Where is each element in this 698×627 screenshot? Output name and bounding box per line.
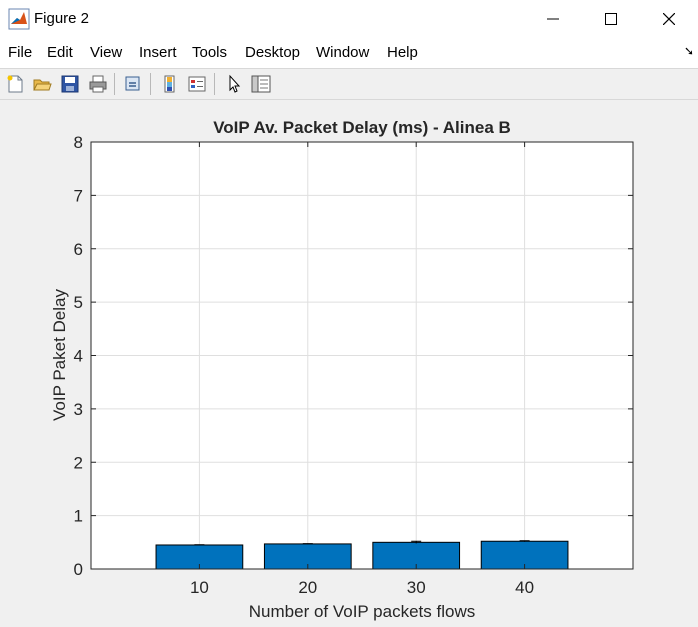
y-tick-label: 1 [74,507,83,526]
y-tick-label: 6 [74,240,83,259]
save-icon[interactable] [58,72,82,96]
edit-plot-cursor-icon[interactable] [222,72,246,96]
window-title: Figure 2 [34,10,90,27]
y-tick-label: 8 [74,133,83,152]
minimize-icon [547,18,559,20]
print-icon[interactable] [86,72,110,96]
x-tick-label: 10 [190,578,209,597]
bars-group [155,540,569,570]
bar-chart: VoIP Av. Packet Delay (ms) - Alinea B 0 1… [50,118,634,621]
link-plot-icon[interactable] [121,72,145,96]
new-figure-icon[interactable] [3,72,27,96]
x-tick-label: 30 [407,578,426,597]
y-tick-label: 5 [74,293,83,312]
y-tick-label: 4 [74,347,83,366]
menu-insert[interactable]: Insert [139,44,177,61]
matlab-logo-icon [8,8,30,30]
insert-legend-icon[interactable] [185,72,209,96]
close-button[interactable] [640,0,698,38]
menu-desktop[interactable]: Desktop [245,44,301,61]
menu-bar: File Edit View Insert Tools Desktop Wind… [0,38,698,69]
toolbar-separator [150,73,151,95]
menu-view[interactable]: View [90,44,123,61]
menu-file[interactable]: File [8,44,33,61]
x-axis-label: Number of VoIP packets flows [249,602,475,621]
y-tick-label: 2 [74,453,83,472]
close-icon [663,13,675,25]
maximize-icon [605,13,617,25]
y-tick-label: 7 [74,186,83,205]
y-tick-label: 0 [74,560,83,579]
insert-colorbar-icon[interactable] [158,72,182,96]
toolbar-separator [114,73,115,95]
dock-figure-icon[interactable]: ➘ [683,44,694,58]
menu-help[interactable]: Help [387,44,418,61]
menu-window[interactable]: Window [316,44,370,61]
menu-tools[interactable]: Tools [192,44,228,61]
x-tick-label: 20 [298,578,317,597]
figure-toolbar [0,69,698,100]
window-title-bar: Figure 2 [0,0,698,38]
tick-labels: 0 1 2 3 4 5 6 7 8 10 20 30 40 [74,133,633,597]
toolbar-separator [214,73,215,95]
chart-title: VoIP Av. Packet Delay (ms) - Alinea B [213,118,511,137]
property-inspector-icon[interactable] [249,72,273,96]
minimize-button[interactable] [524,0,582,38]
y-axis-label: VoIP Paket Delay [50,289,69,421]
menu-edit[interactable]: Edit [47,44,73,61]
y-tick-label: 3 [74,400,83,419]
maximize-button[interactable] [582,0,640,38]
open-file-icon[interactable] [30,72,54,96]
x-tick-label: 40 [515,578,534,597]
